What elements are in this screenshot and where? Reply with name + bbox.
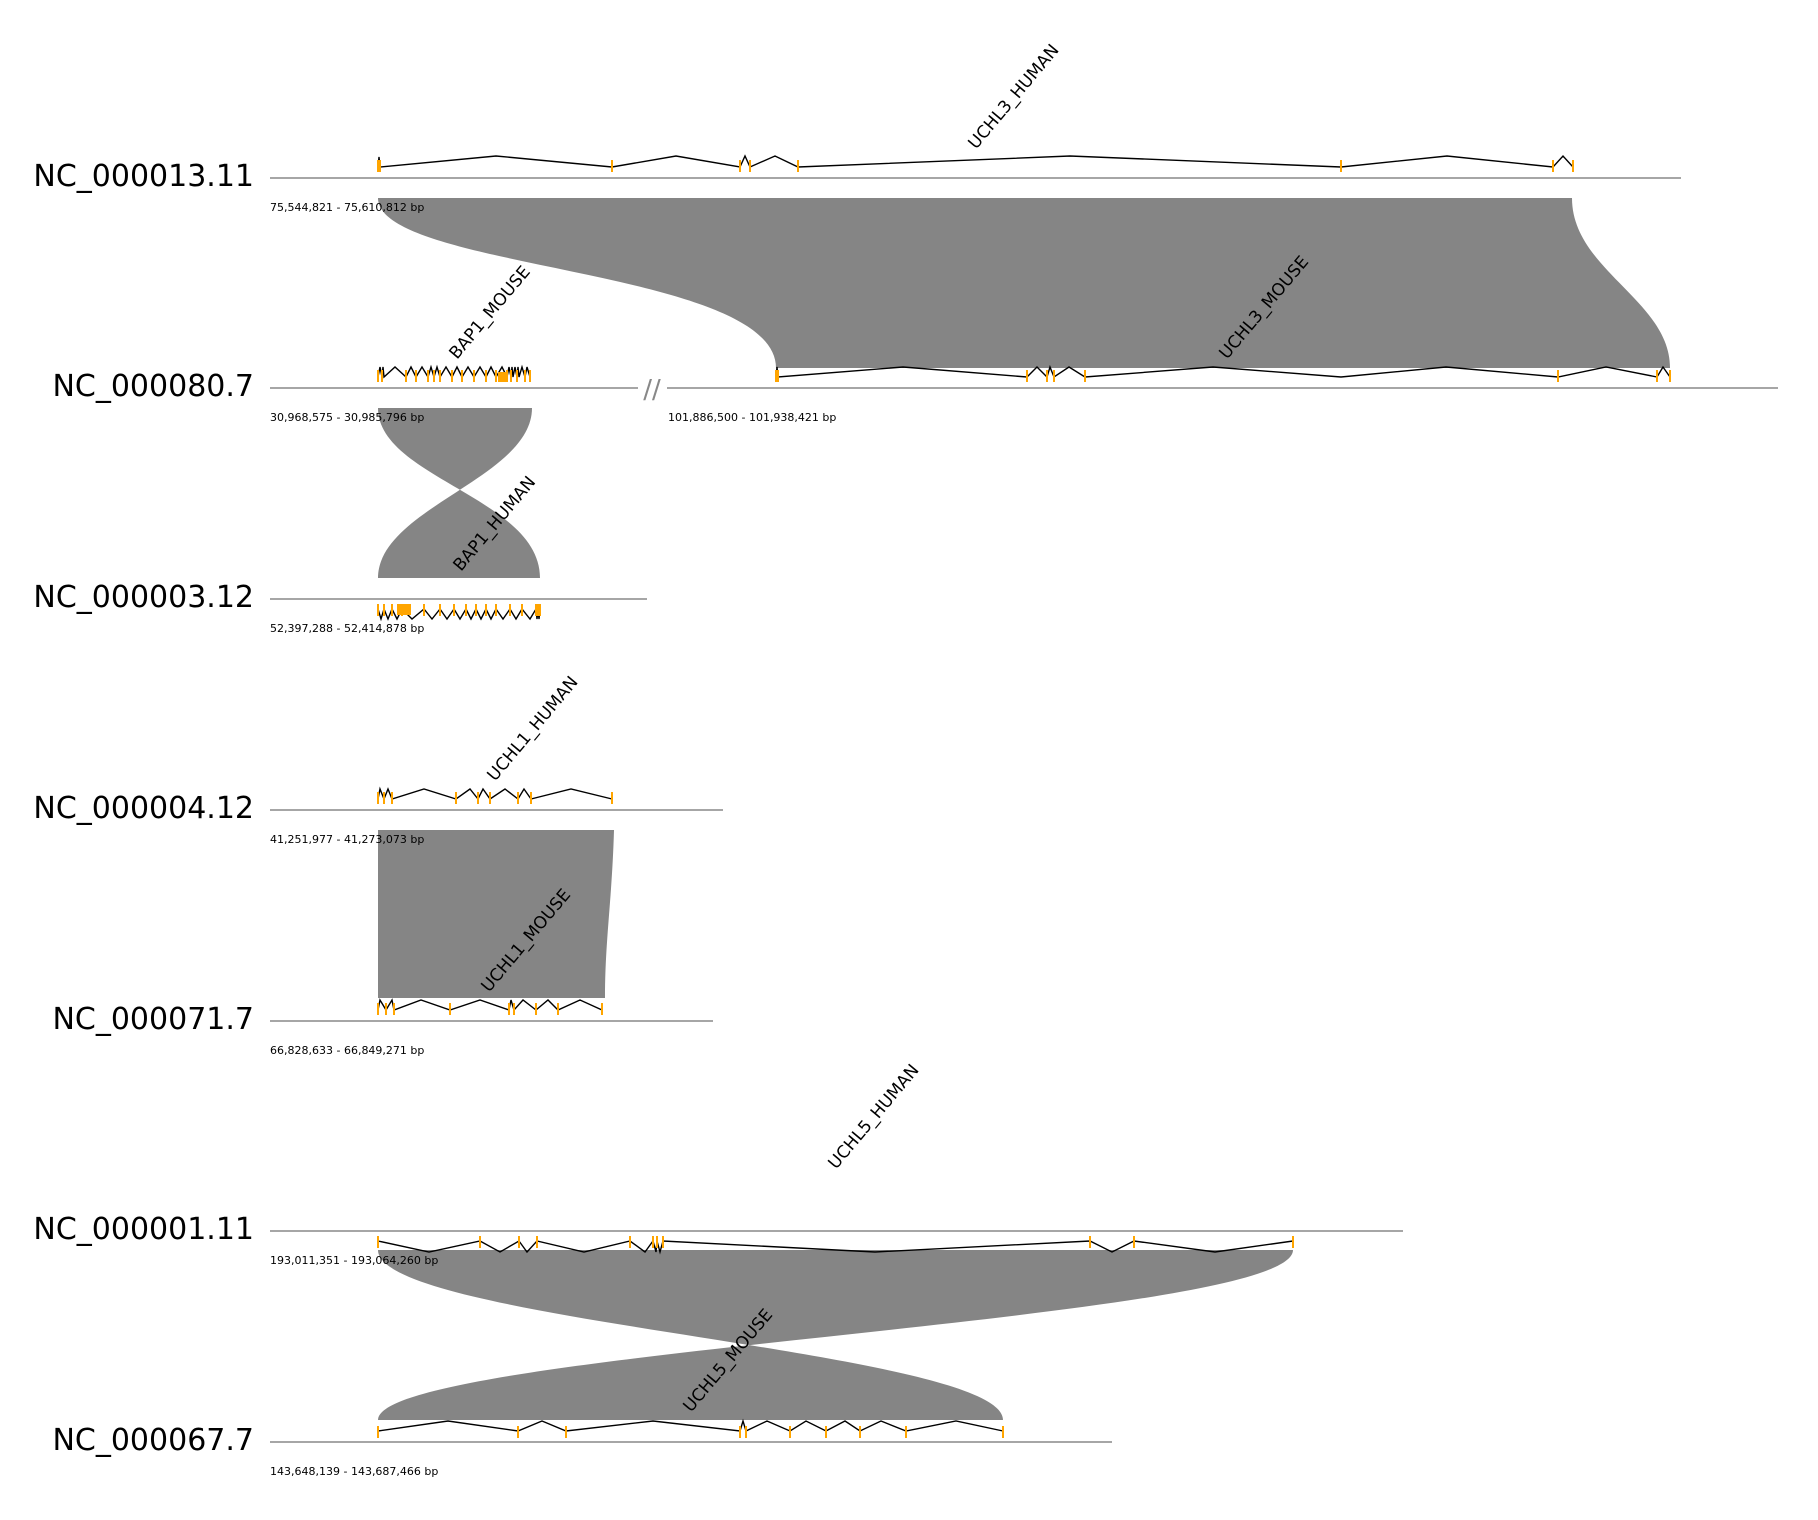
gene-uchl3-human: UCHL3_HUMAN [377,41,1574,172]
track-label: NC_000001.11 [33,1212,254,1247]
link-uchl3 [378,198,1670,368]
track-label: NC_000004.12 [33,791,254,826]
exon-marks [377,370,531,382]
track-label: NC_000067.7 [52,1423,254,1458]
gene-uchl1-human: UCHL1_HUMAN [377,673,613,804]
exon-marks [377,1426,1004,1438]
gene-structure [377,998,603,1012]
track-nc-000004-12: NC_000004.12 41,251,977 - 41,273,073 bp [33,791,723,846]
track-nc-000001-11: NC_000001.11 193,011,351 - 193,064,260 b… [33,1212,1403,1267]
range-label: 66,828,633 - 66,849,271 bp [270,1044,424,1057]
exon-marks [775,370,1671,382]
gene-bap1-mouse: BAP1_MOUSE [377,262,535,382]
exon-marks [377,604,541,616]
exon-marks [377,160,1574,172]
exon-marks [377,792,613,804]
range-label: 30,968,575 - 30,985,796 bp [270,411,424,424]
track-nc-000071-7: NC_000071.7 66,828,633 - 66,849,271 bp [52,1002,713,1057]
range-label: 193,011,351 - 193,064,260 bp [270,1254,438,1267]
gene-label: UCHL1_HUMAN [484,673,583,786]
range-label: 101,886,500 - 101,938,421 bp [668,411,836,424]
gene-label: BAP1_MOUSE [446,262,535,363]
gene-uchl5-human: UCHL5_HUMAN [377,1061,1294,1255]
range-label: 52,397,288 - 52,414,878 bp [270,622,424,635]
track-nc-000067-7: NC_000067.7 143,648,139 - 143,687,466 bp [52,1423,1112,1478]
gene-structure [775,364,1671,379]
gene-structure [377,786,613,801]
gene-structure [377,154,1574,168]
track-label: NC_000003.12 [33,580,254,615]
link-uchl5 [378,1250,1293,1420]
gene-structure [377,606,541,622]
gene-label: UCHL5_HUMAN [825,1061,924,1174]
track-label: NC_000071.7 [52,1002,254,1037]
link-bap1 [378,408,540,578]
axis-break-mark: // [643,375,661,405]
exon-marks [377,1003,603,1015]
track-label: NC_000013.11 [33,159,254,194]
homology-links [378,198,1670,1420]
track-nc-000080-7: // NC_000080.7 30,968,575 - 30,985,796 b… [52,369,1778,424]
track-nc-000003-12: NC_000003.12 52,397,288 - 52,414,878 bp [33,580,647,635]
track-nc-000013-11: NC_000013.11 75,544,821 - 75,610,812 bp [33,159,1681,214]
range-label: 41,251,977 - 41,273,073 bp [270,833,424,846]
range-label: 143,648,139 - 143,687,466 bp [270,1465,438,1478]
gene-structure [377,1418,1004,1432]
exon-marks [377,1236,1294,1248]
link-uchl1 [378,830,614,998]
gene-label: UCHL3_HUMAN [965,41,1064,154]
range-label: 75,544,821 - 75,610,812 bp [270,201,424,214]
track-label: NC_000080.7 [52,369,254,404]
